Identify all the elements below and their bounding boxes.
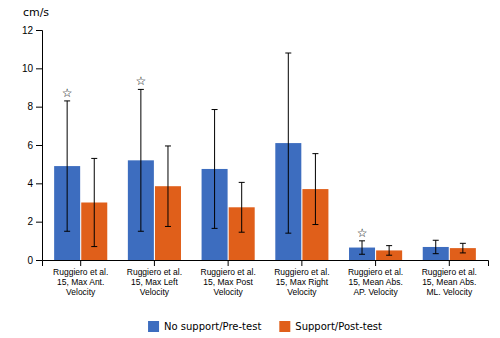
error-bar bbox=[312, 154, 318, 225]
legend-item: Support/Post-test bbox=[279, 321, 382, 332]
y-tick-label: 8 bbox=[27, 101, 33, 112]
y-tick: 2 bbox=[27, 216, 42, 227]
error-bar bbox=[138, 89, 144, 231]
error-bar bbox=[460, 243, 466, 253]
x-tick: Ruggiero et al.15, Max Ant.Velocity bbox=[53, 260, 108, 297]
x-tick: Ruggiero et al.15, Mean Abs.ML. Velocity bbox=[422, 260, 477, 297]
series bbox=[54, 53, 449, 260]
x-tick-label: Ruggiero et al.15, Max PostVelocity bbox=[200, 267, 255, 297]
annotation: ☆ bbox=[62, 86, 73, 100]
x-axis-line bbox=[43, 261, 489, 267]
legend: No support/Pre-test Support/Post-test bbox=[148, 321, 382, 332]
annotation: ☆ bbox=[135, 74, 146, 88]
error-bar bbox=[386, 246, 392, 256]
y-tick-mark bbox=[36, 68, 42, 69]
y-tick-mark bbox=[36, 30, 42, 31]
legend-swatch bbox=[148, 321, 159, 332]
y-tick-mark bbox=[36, 260, 42, 261]
x-tick-label: Ruggiero et al.15, Mean Abs.AP. Velocity bbox=[348, 267, 403, 297]
chart: 0 2 4 6 8 10 12 Ruggiero et al.15, Max Ant.Velo… bbox=[0, 0, 500, 338]
x-tick-mark bbox=[375, 260, 376, 266]
y-tick-mark bbox=[36, 183, 42, 184]
x-tick: Ruggiero et al.15, Max RightVelocity bbox=[274, 260, 329, 297]
y-tick-label: 4 bbox=[27, 178, 33, 189]
marks bbox=[54, 53, 476, 260]
legend-swatch bbox=[279, 321, 290, 332]
series bbox=[81, 146, 476, 260]
x-tick-label: Ruggiero et al.15, Max RightVelocity bbox=[274, 267, 329, 297]
error-bar bbox=[359, 241, 365, 254]
y-axis-title: cm/s bbox=[23, 6, 49, 19]
error-bar bbox=[91, 158, 97, 246]
plot: 0 2 4 6 8 10 12 Ruggiero et al.15, Max Ant.Velo… bbox=[22, 25, 489, 297]
x-tick: Ruggiero et al.15, Max LeftVelocity bbox=[127, 260, 182, 297]
y-tick: 6 bbox=[27, 140, 42, 151]
y-tick-label: 10 bbox=[22, 63, 34, 74]
legend-item: No support/Pre-test bbox=[148, 321, 261, 332]
error-bar bbox=[239, 182, 245, 232]
y-tick: 4 bbox=[27, 178, 42, 189]
y-tick-label: 0 bbox=[27, 255, 33, 266]
x-tick-mark bbox=[449, 260, 450, 266]
y-tick-label: 2 bbox=[27, 216, 33, 227]
x-tick-mark bbox=[301, 260, 302, 266]
x-tick-label: Ruggiero et al.15, Max LeftVelocity bbox=[127, 267, 182, 297]
x-tick-mark bbox=[228, 260, 229, 266]
y-tick: 12 bbox=[22, 25, 42, 36]
x-tick-label: Ruggiero et al.15, Mean Abs.ML. Velocity bbox=[422, 267, 477, 297]
error-bar bbox=[64, 101, 70, 231]
y-tick-label: 6 bbox=[27, 140, 33, 151]
y-axis-line bbox=[36, 31, 43, 261]
legend-label: Support/Post-test bbox=[295, 321, 382, 332]
y-tick: 0 bbox=[27, 255, 42, 266]
y-tick: 10 bbox=[22, 63, 42, 74]
error-bar bbox=[165, 146, 171, 226]
error-bar bbox=[285, 53, 291, 233]
x-tick-mark bbox=[154, 260, 155, 266]
y-tick-mark bbox=[36, 222, 42, 223]
error-bar bbox=[212, 110, 218, 229]
annotations: ☆ ☆ ☆ bbox=[62, 74, 368, 239]
legend-label: No support/Pre-test bbox=[164, 321, 261, 332]
y-tick-mark bbox=[36, 107, 42, 108]
error-bar bbox=[433, 240, 439, 253]
x-tick: Ruggiero et al.15, Max PostVelocity bbox=[200, 260, 255, 297]
y-tick-mark bbox=[36, 145, 42, 146]
y-tick-label: 12 bbox=[22, 25, 34, 36]
x-tick-label: Ruggiero et al.15, Max Ant.Velocity bbox=[53, 267, 108, 297]
x-tick-mark bbox=[80, 260, 81, 266]
y-tick: 8 bbox=[27, 101, 42, 112]
x-tick: Ruggiero et al.15, Mean Abs.AP. Velocity bbox=[348, 260, 403, 297]
annotation: ☆ bbox=[357, 226, 368, 240]
x-axis: Ruggiero et al.15, Max Ant.Velocity Ruggi… bbox=[43, 260, 489, 297]
y-axis: 0 2 4 6 8 10 12 bbox=[22, 25, 43, 266]
